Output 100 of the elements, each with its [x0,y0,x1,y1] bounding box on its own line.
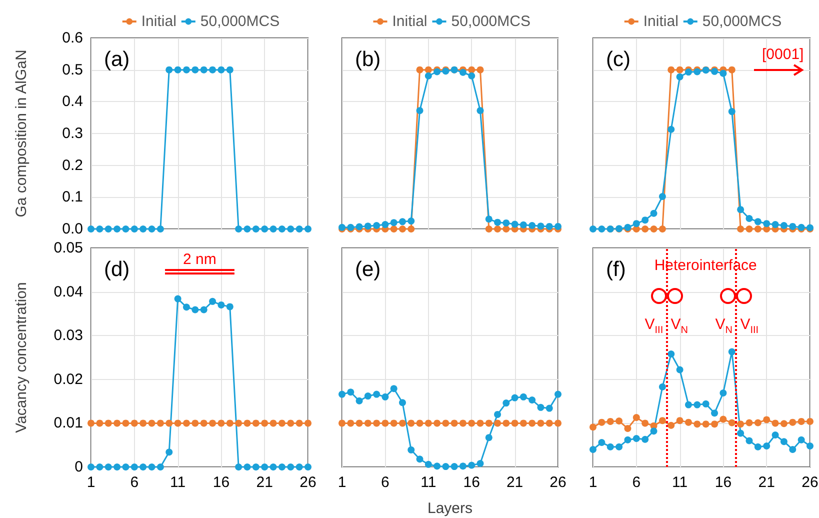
point [382,420,389,427]
point [304,464,312,470]
x-tick-label: 21 [256,474,273,491]
point [104,464,112,470]
y-tick-label: 0.1 [62,188,83,206]
point [632,220,640,228]
point [192,306,199,314]
point [235,464,242,470]
point [702,420,710,428]
point [485,226,492,232]
point [434,462,441,470]
legend-label: Initial [392,13,428,30]
point [398,218,406,226]
point [737,226,744,232]
point [606,418,614,425]
point [520,221,527,228]
point [244,464,251,470]
point [218,301,225,308]
point [398,420,406,427]
point [520,420,527,427]
point [624,424,632,432]
point [537,404,544,411]
point [304,420,312,427]
point [789,446,796,453]
point [485,434,492,442]
point [476,420,484,427]
point [209,298,216,305]
point [476,107,484,114]
point [166,420,173,427]
x-tick-label: 21 [758,474,775,491]
point [780,222,788,229]
point [650,226,658,232]
point [650,210,658,217]
point [182,304,190,311]
text: (e) [355,258,381,281]
point [658,193,666,200]
y-axis-title: Ga composition in AlGaN [13,50,30,218]
point [554,420,562,427]
point [390,385,398,392]
y-tick-label: 0.0 [62,220,83,238]
point [780,420,788,428]
legend-label: Initial [643,13,678,30]
point [754,443,762,450]
x-tick-label: 6 [632,474,641,491]
point [130,420,138,427]
point [226,303,234,310]
y-tick-label: 0.02 [54,370,83,388]
point [485,216,492,223]
point [88,464,94,470]
point [450,463,458,470]
point [235,420,242,427]
point [502,420,510,427]
point [650,428,658,435]
point [520,393,527,400]
point [382,221,389,228]
point [598,226,606,232]
point [373,390,380,398]
point [668,422,675,429]
point [416,66,424,74]
point [390,420,398,427]
point [746,226,753,232]
text: (b) [355,48,381,71]
annotation: 2 nm [183,250,216,268]
point [364,420,372,427]
point [96,464,104,470]
point [668,66,675,74]
x-axis-title: Layers [427,500,473,517]
point [720,389,727,396]
point [382,393,389,400]
point [684,68,692,76]
point [772,432,779,439]
point [502,400,510,407]
point [356,223,363,230]
point [754,419,762,426]
point [658,417,666,424]
point [642,420,649,427]
y-tick-label: 0.4 [62,93,83,110]
point [590,226,596,232]
point [728,348,736,356]
point [278,420,286,427]
x-tick-label: 16 [212,474,230,491]
y-tick-label: 0.03 [54,327,83,344]
point [390,219,398,226]
point [676,73,684,80]
x-tick-label: 26 [300,474,316,491]
point [728,108,736,116]
y-tick-label: 0.5 [62,61,83,78]
point [590,424,596,431]
point [737,206,744,214]
point [442,463,450,470]
point [642,226,649,232]
x-tick-label: 21 [506,474,524,491]
point [252,464,260,470]
point [711,410,718,417]
text: (c) [606,48,630,71]
point [156,464,164,470]
point [511,420,518,427]
y-tick-label: 0.05 [54,240,83,256]
y-tick-label: 0 [74,458,83,476]
point [416,420,424,427]
